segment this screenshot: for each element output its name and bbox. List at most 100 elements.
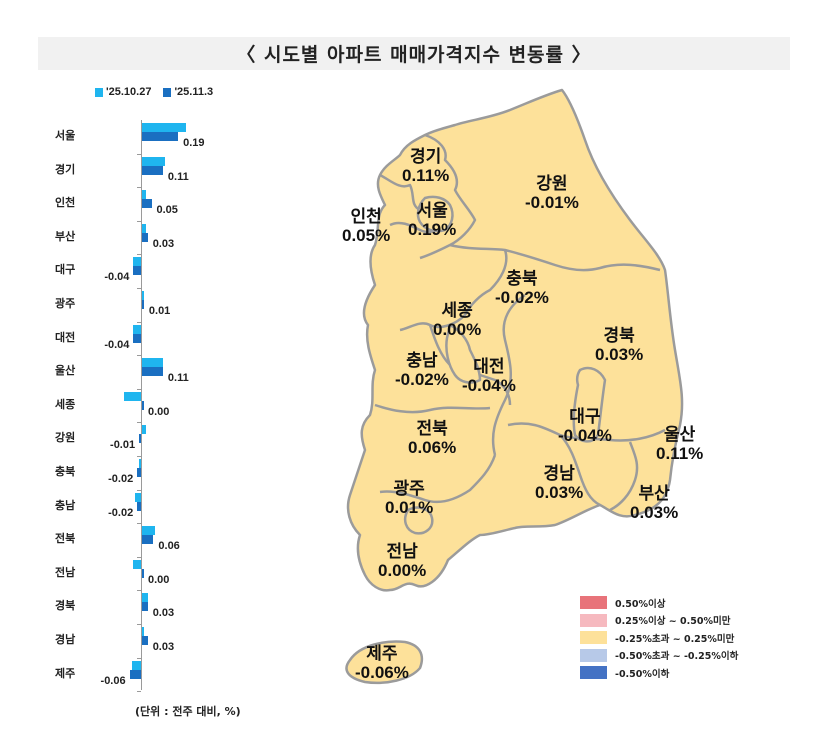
category-label: 충북 <box>55 465 76 478</box>
axis-tick <box>137 422 141 424</box>
category-label: 전북 <box>55 532 76 546</box>
bar-series-2 <box>142 165 163 175</box>
axis-tick <box>137 153 141 155</box>
map-legend-item: -0.50%초과 ~ -0.25%이하 <box>580 647 738 665</box>
map-shape <box>345 88 684 685</box>
chart-row: 강원 -0.01 <box>40 422 260 456</box>
axis-tick <box>137 489 141 491</box>
bar-series-2 <box>142 636 148 645</box>
page-title: 〈 시도별 아파트 매매가격지수 변동률 〉 <box>236 44 592 66</box>
bar-series-1 <box>142 291 144 300</box>
legend-label: -0.50%이하 <box>615 668 670 680</box>
legend-swatch-icon <box>580 631 607 645</box>
chart-row: 경북 0.03 <box>40 590 260 624</box>
chart-legend: '25.10.27 '25.11.3 <box>95 86 213 98</box>
region-chungnam: 충남 -0.02% <box>395 351 449 389</box>
bar-series-1 <box>133 559 141 569</box>
data-label: -0.04 <box>104 338 130 351</box>
category-label: 세종 <box>55 397 76 411</box>
chart-row: 광주 0.01 <box>40 288 260 322</box>
bar-series-2 <box>137 501 141 511</box>
region-gyeongnam: 경남 0.03% <box>535 464 584 502</box>
chart-row: 세종 0.00 <box>40 389 260 423</box>
bar-series-1 <box>142 358 163 368</box>
legend-swatch-icon <box>580 648 607 662</box>
region-incheon: 인천 0.05% <box>342 207 391 245</box>
legend-swatch-icon <box>580 596 607 610</box>
bar-series-1 <box>142 425 146 435</box>
category-label: 대전 <box>55 330 76 344</box>
legend-label: '25.11.3 <box>174 86 214 98</box>
axis-tick <box>137 556 141 558</box>
data-label: 0.03 <box>152 641 175 653</box>
unit-note: (단위 : 전주 대비, %) <box>135 705 241 718</box>
chart-row: 인천 0.05 <box>40 187 260 221</box>
chart-row: 부산 0.03 <box>40 221 260 255</box>
axis-tick <box>137 321 141 323</box>
bar-series-2 <box>142 568 144 578</box>
bar-series-2 <box>139 434 141 444</box>
chart-row: 전북 0.06 <box>40 523 260 557</box>
bar-series-1 <box>139 459 141 468</box>
legend-label: -0.50%초과 ~ -0.25%이하 <box>615 651 739 663</box>
bar-series-1 <box>142 156 165 166</box>
region-jeju: 제주 -0.06% <box>355 644 409 682</box>
data-label: 0.01 <box>148 305 171 317</box>
axis-tick <box>137 691 141 693</box>
region-busan: 부산 0.03% <box>630 484 679 522</box>
region-gyeongbuk: 경북 0.03% <box>595 326 644 364</box>
category-label: 제주 <box>55 666 76 680</box>
chart-row: 경기 0.11 <box>40 154 260 188</box>
axis-tick <box>137 187 141 189</box>
data-label: 0.05 <box>156 204 178 217</box>
data-label: 0.19 <box>183 137 205 149</box>
data-label: -0.01 <box>110 439 136 452</box>
region-daejeon: 대전 -0.04% <box>462 357 516 395</box>
legend-swatch-icon <box>163 87 172 97</box>
bar-series-2 <box>142 300 144 309</box>
axis-tick <box>137 288 141 289</box>
bar-series-1 <box>142 123 186 132</box>
bar-series-1 <box>142 593 148 603</box>
chart-row: 제주 -0.06 <box>40 658 260 692</box>
data-label: -0.04 <box>104 271 130 284</box>
bar-series-2 <box>142 232 148 242</box>
legend-label: '25.10.27 <box>106 86 152 98</box>
data-label: -0.02 <box>108 473 134 485</box>
map-legend-item: 0.25%이상 ~ 0.50%미만 <box>580 612 738 630</box>
category-label: 울산 <box>55 364 76 378</box>
region-ulsan: 울산 0.11% <box>656 425 704 463</box>
region-seoul: 서울 0.19% <box>408 201 457 239</box>
axis-tick <box>137 254 141 256</box>
bar-series-2 <box>142 400 144 410</box>
axis-tick <box>137 355 141 357</box>
bar-series-2 <box>133 333 141 343</box>
axis-tick <box>137 523 141 525</box>
category-label: 강원 <box>55 431 76 445</box>
bar-series-2 <box>133 266 141 276</box>
chart-row: 전남 0.00 <box>40 557 260 591</box>
region-chungbuk: 충북 -0.02% <box>495 269 549 307</box>
chart-row: 울산 0.11 <box>40 355 260 389</box>
chart-row: 서울 0.19 <box>40 120 260 154</box>
bar-series-2 <box>137 468 141 477</box>
axis-tick <box>137 388 141 390</box>
axis-tick <box>137 624 141 625</box>
category-label: 경북 <box>55 599 76 613</box>
korea-map: 경기 0.11% 강원 -0.01% 인천 0.05% 서울 0.19% 충북 -0.02… <box>330 80 710 700</box>
category-label: 대구 <box>55 263 76 277</box>
bar-series-2 <box>129 669 141 679</box>
axis-tick <box>137 657 141 659</box>
map-legend: 0.50%이상 0.25%이상 ~ 0.50%미만 -0.25%초과 ~ 0.25%… <box>580 594 738 682</box>
category-label: 경남 <box>55 633 76 646</box>
legend-label: -0.25%초과 ~ 0.25%미만 <box>615 633 735 645</box>
region-jeonnam: 전남 0.00% <box>378 542 427 580</box>
region-jeonbuk: 전북 0.06% <box>408 419 457 457</box>
legend-label: 0.25%이상 ~ 0.50%미만 <box>615 616 731 628</box>
bar-series-1 <box>123 391 141 401</box>
legend-swatch-icon <box>95 87 103 97</box>
bar-series-2 <box>142 535 154 545</box>
category-label: 경기 <box>55 162 76 176</box>
data-label: 0.11 <box>167 372 189 385</box>
region-gwangju: 광주 0.01% <box>385 479 434 517</box>
